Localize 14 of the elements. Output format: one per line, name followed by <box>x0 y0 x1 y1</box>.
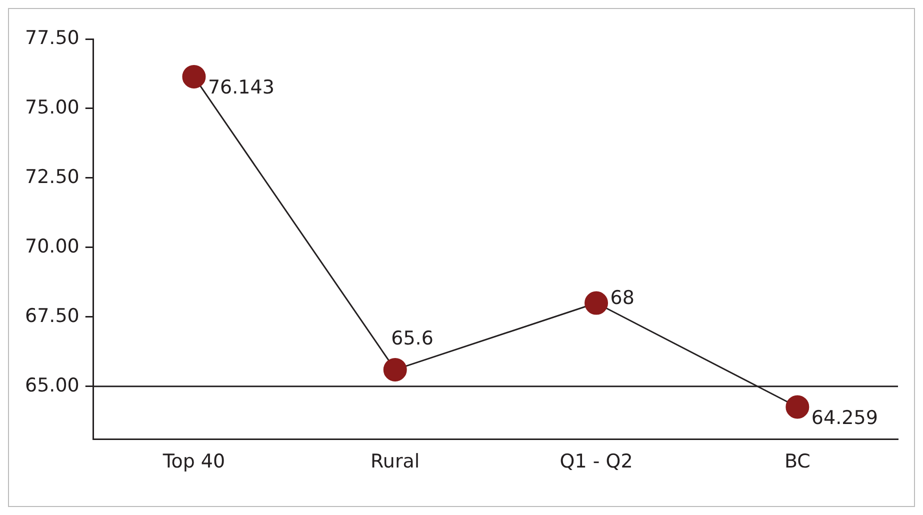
y-tick-label: 70.00 <box>24 235 80 258</box>
x-tick-label: Rural <box>370 450 420 473</box>
x-tick-label: Q1 - Q2 <box>560 450 633 473</box>
data-label: 76.143 <box>208 76 274 99</box>
y-tick-label: 75.00 <box>24 96 80 118</box>
data-label: 68 <box>610 286 634 309</box>
y-tick-label: 65.00 <box>24 374 80 396</box>
x-tick-label: Top 40 <box>162 450 226 473</box>
y-tick-label: 67.50 <box>24 304 80 327</box>
data-label: 65.6 <box>391 328 434 350</box>
x-tick-label: BC <box>784 450 810 473</box>
data-label: 64.259 <box>811 406 878 429</box>
y-tick-label: 72.50 <box>24 166 80 188</box>
y-tick-label: 77.50 <box>24 26 80 49</box>
